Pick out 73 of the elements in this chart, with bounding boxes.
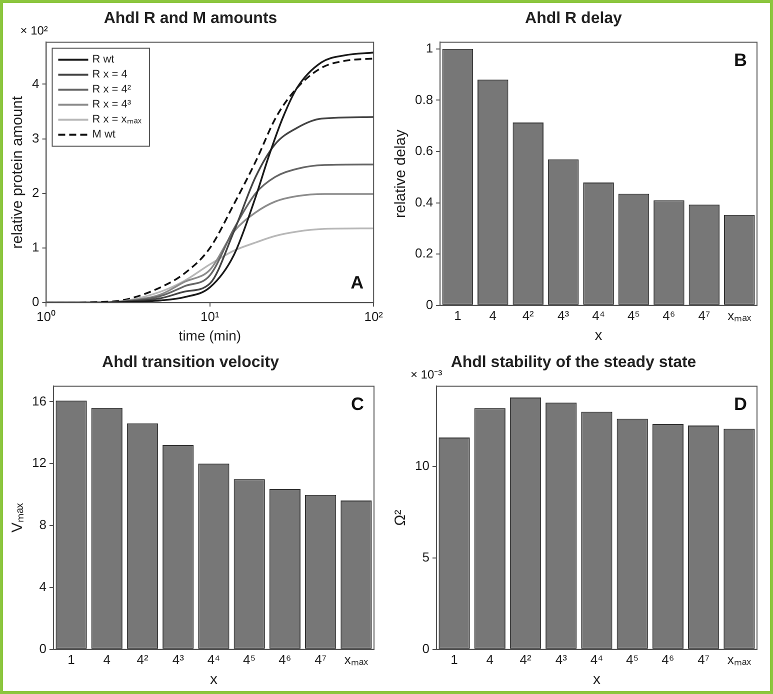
chart-title: Ahdl transition velocity: [102, 354, 280, 372]
x-tick-label: 10²: [364, 308, 384, 324]
x-axis-title: time (min): [178, 327, 242, 344]
x-tick-label: 4²: [522, 308, 535, 323]
y-tick-label: 0: [32, 294, 40, 310]
x-tick-label: 4: [489, 308, 497, 323]
x-tick-label: 4⁶: [662, 652, 674, 667]
y-tick-label: 4: [32, 76, 40, 91]
legend-label: R x = 4²: [92, 84, 132, 96]
x-tick-label: 4⁶: [278, 652, 292, 667]
x-tick-label: 4⁴: [592, 308, 605, 323]
x-tick-label: 4⁵: [243, 652, 256, 667]
x-tick-label: 4³: [555, 652, 568, 667]
y-tick-label: 0: [39, 640, 46, 656]
legend-label: R wt: [92, 54, 114, 66]
text: × 10⁻³: [410, 368, 442, 382]
y-axis-title: relative delay: [392, 129, 410, 218]
y-tick-label: 0.6: [414, 143, 434, 158]
y-tick-label: 0.2: [414, 246, 434, 261]
x-tick-label: 4⁷: [698, 308, 710, 323]
legend-label: R x = 4³: [92, 98, 132, 111]
x-tick-label: 4⁴: [590, 652, 604, 667]
x-tick-label: 4: [486, 652, 494, 667]
y-tick-label: 2: [32, 184, 40, 200]
y-tick-label: 4: [39, 579, 46, 594]
y-tick-label: 0.8: [414, 92, 434, 107]
y-tick-label: 1: [426, 40, 434, 56]
y-tick-label: 10: [414, 458, 430, 474]
x-axis-title: x: [210, 671, 218, 688]
y-tick-label: 1: [32, 240, 40, 255]
x-tick-label: 4: [103, 652, 110, 667]
x-tick-label: 4³: [558, 308, 570, 323]
x-tick-label: 10⁰: [36, 308, 56, 324]
x-tick-label: 4⁵: [626, 652, 639, 667]
legend-label: R x = xₘₐₓ: [92, 114, 142, 126]
legend-label: M wt: [92, 128, 116, 141]
x-axis-title: x: [592, 671, 601, 688]
y-tick-label: 5: [422, 550, 430, 565]
y-tick-label: 0: [426, 296, 434, 312]
y-tick-label: 16: [32, 393, 46, 408]
legend-label: R x = 4: [92, 68, 128, 81]
annotation: D: [734, 394, 747, 414]
x-tick-label: 4⁷: [314, 652, 327, 667]
x-tick-label: 4²: [136, 652, 149, 667]
x-tick-label: 1: [68, 652, 75, 667]
x-tick-label: xₘₐₓ: [728, 308, 752, 323]
x-tick-label: xₘₐₓ: [344, 652, 369, 667]
x-tick-label: 4⁶: [662, 308, 676, 323]
y-axis-title: Vₘₐₓ: [9, 502, 26, 533]
y-tick-label: 12: [32, 455, 46, 470]
x-tick-label: 1: [454, 308, 462, 323]
y-axis-title: relative protein amount: [9, 95, 26, 249]
x-tick-label: 4²: [520, 652, 532, 667]
x-tick-label: 4⁵: [627, 308, 640, 323]
y-axis-title: Ω²: [392, 510, 410, 526]
x-tick-label: 4⁴: [207, 652, 220, 667]
x-tick-label: xₘₐₓ: [727, 652, 752, 667]
x-tick-label: 4⁷: [698, 652, 710, 667]
y-tick-label: 8: [39, 517, 46, 532]
annotation: A: [350, 272, 364, 293]
y-tick-label: 0: [422, 640, 430, 656]
y-tick-label: 3: [32, 130, 40, 146]
chart-title: Ahdl stability of the steady state: [450, 354, 696, 372]
x-tick-label: 10¹: [200, 308, 220, 324]
annotation: B: [734, 50, 747, 70]
x-axis-title: x: [594, 327, 603, 344]
chart-title: Ahdl R delay: [525, 10, 622, 28]
text: × 10²: [20, 24, 48, 38]
annotation: C: [351, 394, 364, 414]
y-tick-label: 0.4: [414, 194, 434, 210]
chart-title: Ahdl R and M amounts: [104, 10, 278, 28]
x-tick-label: 4³: [172, 652, 185, 667]
x-tick-label: 1: [450, 652, 458, 667]
